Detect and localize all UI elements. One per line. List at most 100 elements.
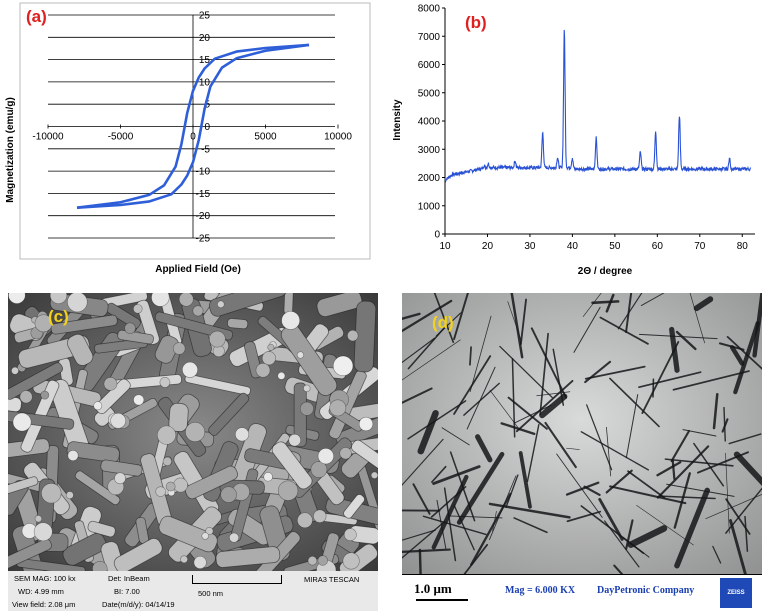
y-tick-label-a: 0: [204, 122, 210, 133]
sem-grain: [342, 552, 360, 570]
tem-needle: [443, 487, 457, 562]
tem-needle: [656, 445, 710, 499]
xrd-chart: 0 1000 2000 3000 4000 5000 6000 7000 8000 10 20 30 4…: [392, 4, 755, 277]
sem-grain: [332, 355, 354, 376]
tem-needle: [526, 423, 540, 483]
sem-grain: [263, 472, 273, 482]
sem-scale-text: 500 nm: [198, 589, 224, 598]
sem-grain: [114, 472, 126, 485]
y-tick-label-b: 4000: [418, 117, 441, 128]
tem-scale-bar: [416, 599, 468, 601]
sem-grain: [317, 555, 328, 566]
sem-particle: [271, 441, 313, 490]
sem-grain: [12, 412, 32, 432]
sem-grain: [234, 427, 250, 442]
sem-grain: [180, 555, 188, 564]
sem-grain: [162, 456, 172, 467]
hysteresis-chart: 25 20 15 10 5 0 -5 -10 -15 -20 -25 -10000 -5000 0 5000…: [5, 2, 371, 275]
sem-grain: [193, 555, 207, 569]
y-tick-label-a: -25: [196, 234, 211, 245]
tem-needle: [566, 447, 580, 450]
tem-needle: [402, 529, 436, 541]
tem-needle: [729, 519, 747, 576]
tem-needle: [402, 337, 436, 364]
sem-grain: [65, 491, 74, 500]
tem-needle: [448, 515, 503, 519]
tem-needle: [513, 404, 552, 424]
sem-particle: [351, 439, 378, 481]
sem-particle: [136, 299, 160, 345]
tem-needle: [582, 293, 602, 317]
tem-needle: [544, 421, 577, 469]
sem-grain: [307, 556, 318, 566]
tem-needle: [625, 519, 634, 550]
y-tick-label-b: 2000: [418, 173, 441, 184]
sem-particle: [316, 293, 363, 318]
tem-needle: [625, 394, 639, 459]
sem-grain: [339, 447, 352, 460]
sem-particle: [168, 402, 189, 432]
sem-particle: [325, 496, 378, 528]
tem-needle: [449, 451, 476, 522]
tem-needle: [441, 427, 470, 446]
hysteresis-branch-1: [76, 43, 310, 209]
sem-view-field: View field: 2.08 μm: [12, 600, 76, 609]
tem-needle: [402, 438, 444, 486]
tem-needle: [511, 358, 516, 438]
tem-mag: Mag = 6.000 KX: [505, 585, 576, 596]
sem-instrument: MIRA3 TESCAN: [304, 575, 360, 584]
sem-grain: [299, 401, 314, 416]
sem-grain: [124, 322, 136, 334]
sem-grain: [156, 425, 177, 445]
x-tick-label-b: 70: [694, 241, 706, 252]
tem-needle: [417, 410, 439, 455]
tem-needle: [656, 461, 682, 477]
sem-particle: [117, 329, 154, 345]
tem-scale-text: 1.0 μm: [414, 581, 452, 596]
tem-needle: [670, 429, 691, 463]
sem-particle: [113, 537, 163, 574]
y-tick-label-b: 1000: [418, 201, 441, 212]
tem-needle: [402, 339, 461, 381]
tem-needle: [640, 293, 665, 306]
y-axis-label-b: Intensity: [392, 99, 403, 141]
y-axis-label-a: Magnetization (emu/g): [5, 97, 16, 203]
sem-mag: SEM MAG: 100 kx: [14, 574, 76, 583]
panel-c-label: (c): [48, 307, 69, 326]
tem-needle: [565, 481, 600, 496]
tem-micrograph: [402, 293, 762, 591]
y-tick-label-a: 20: [199, 33, 211, 44]
x-tick-label-b: 40: [567, 241, 579, 252]
sem-grain: [296, 351, 305, 359]
y-tick-label-a: -10: [196, 167, 211, 178]
sem-particle: [158, 515, 218, 553]
sem-grain: [358, 416, 374, 432]
sem-grain: [182, 361, 198, 378]
y-tick-label-b: 8000: [418, 4, 441, 15]
sem-grain: [217, 300, 225, 309]
sem-grain: [178, 293, 194, 307]
sem-particle: [283, 293, 295, 315]
sem-grain: [220, 486, 237, 503]
tem-needle: [672, 370, 750, 391]
y-tick-label-a: 5: [204, 100, 210, 111]
tem-needle: [407, 326, 446, 370]
y-tick-label-a: 25: [199, 11, 211, 22]
tem-needle: [407, 400, 467, 440]
sem-particle: [8, 476, 39, 501]
tem-needle: [673, 472, 691, 529]
tem-needle: [705, 493, 762, 520]
tem-needle: [466, 366, 496, 430]
sem-info-bar: SEM MAG: 100 kx Det: InBeam WD: 4.99 mm …: [8, 571, 378, 611]
sem-grain: [261, 351, 276, 366]
sem-particle: [184, 465, 238, 500]
sem-grain: [208, 330, 226, 348]
tem-needle: [580, 431, 649, 471]
sem-detector: Det: InBeam: [108, 574, 150, 583]
sem-grain: [343, 528, 357, 542]
sem-grain: [173, 477, 188, 493]
tem-needle: [598, 497, 624, 541]
tem-needle: [556, 453, 603, 518]
tem-needle: [499, 345, 553, 399]
tem-needle: [625, 293, 633, 334]
